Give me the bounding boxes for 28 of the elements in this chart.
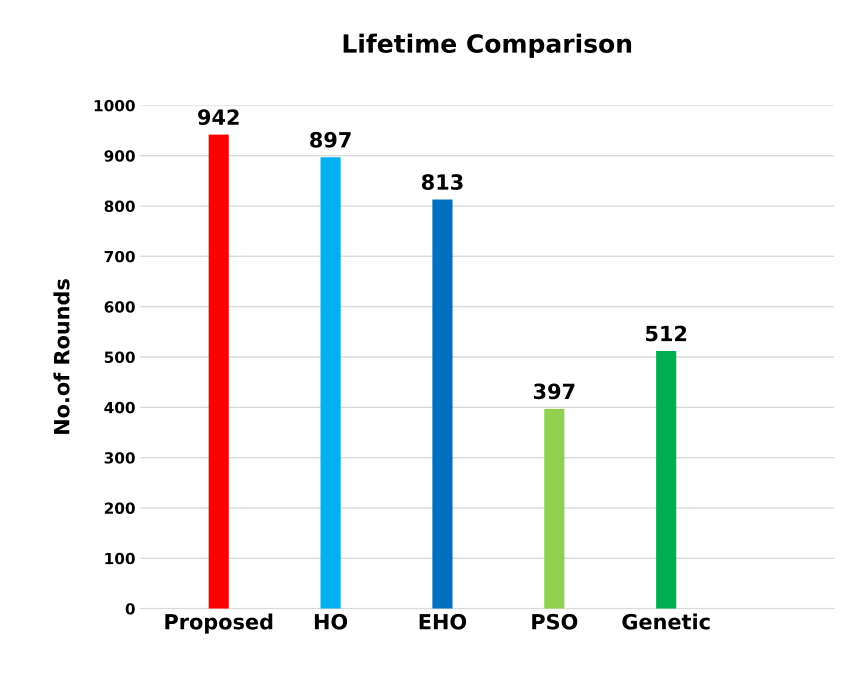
x-tick-label: Proposed bbox=[165, 613, 272, 634]
y-tick-label: 300 bbox=[104, 452, 135, 464]
y-tick-label: 500 bbox=[104, 351, 135, 364]
x-tick-label: Genetic bbox=[622, 613, 710, 630]
x-tick-label: PSO bbox=[532, 614, 578, 630]
bar bbox=[208, 134, 229, 609]
y-tick-label: 900 bbox=[104, 150, 135, 162]
y-tick-label: 400 bbox=[104, 402, 135, 414]
chart-title: Lifetime Comparison bbox=[344, 34, 632, 58]
y-tick-label: 200 bbox=[104, 502, 135, 514]
data-label: 813 bbox=[422, 174, 463, 190]
y-tick-label: 700 bbox=[104, 250, 135, 262]
y-tick-label: 0 bbox=[126, 603, 135, 615]
data-label: 942 bbox=[198, 109, 239, 125]
y-tick-label: 800 bbox=[104, 200, 135, 212]
y-tick-label: 600 bbox=[104, 301, 135, 313]
y-axis-title: No.of Rounds bbox=[53, 279, 70, 434]
bar bbox=[320, 157, 341, 609]
bar bbox=[656, 350, 676, 609]
x-tick-label: HO bbox=[314, 614, 348, 630]
data-label: 397 bbox=[534, 383, 574, 400]
x-tick-label: EHO bbox=[420, 614, 466, 630]
y-tick-label: 1000 bbox=[94, 100, 135, 112]
data-label: 897 bbox=[310, 132, 351, 148]
bar bbox=[544, 408, 564, 609]
y-tick-label: 100 bbox=[105, 552, 135, 564]
data-label: 512 bbox=[646, 326, 686, 342]
bar bbox=[432, 200, 453, 609]
